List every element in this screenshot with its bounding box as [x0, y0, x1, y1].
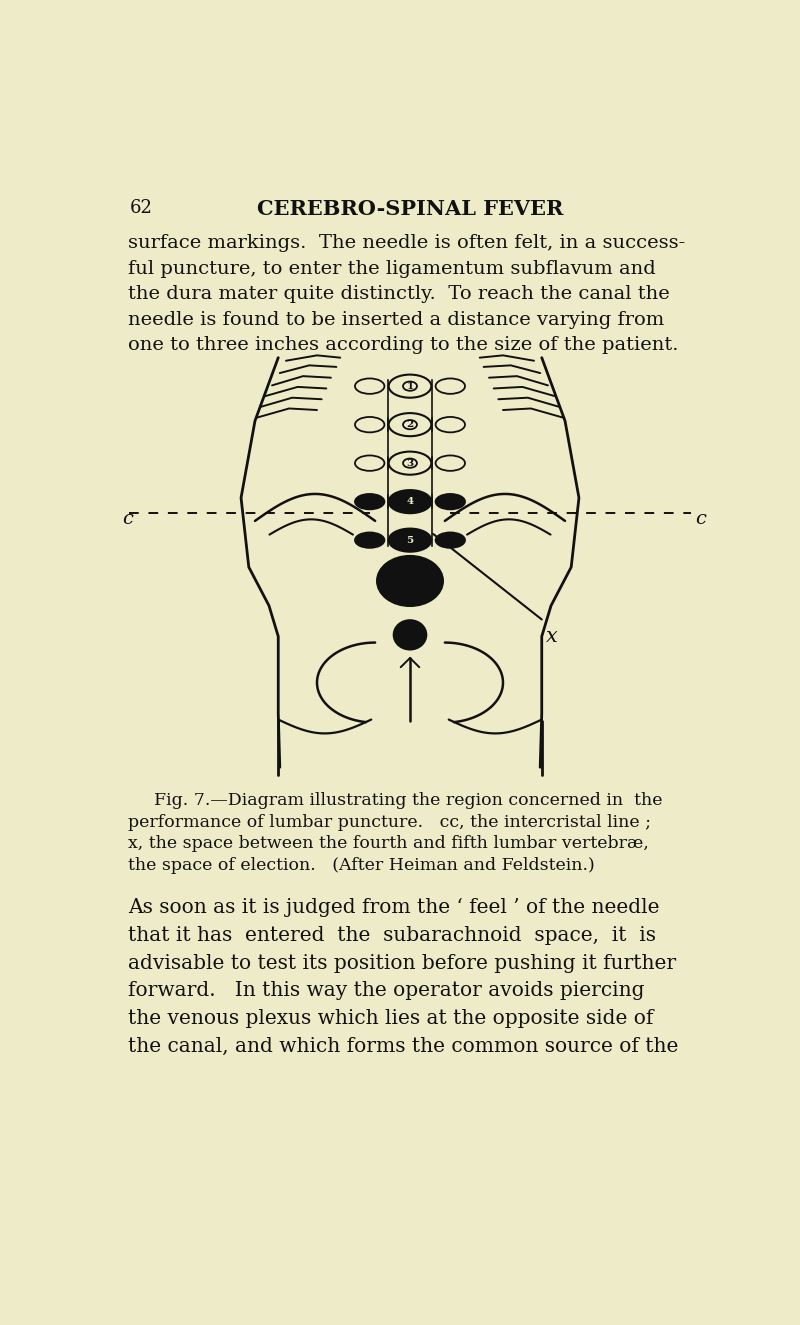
Ellipse shape [435, 379, 465, 394]
Text: one to three inches according to the size of the patient.: one to three inches according to the siz… [128, 337, 678, 354]
Ellipse shape [377, 556, 443, 606]
Text: advisable to test its position before pushing it further: advisable to test its position before pu… [128, 954, 676, 973]
Ellipse shape [355, 417, 385, 432]
Text: that it has  entered  the  subarachnoid  space,  it  is: that it has entered the subarachnoid spa… [128, 926, 656, 945]
Ellipse shape [389, 529, 431, 551]
Text: the canal, and which forms the common source of the: the canal, and which forms the common so… [128, 1036, 678, 1056]
Text: 1: 1 [406, 382, 414, 391]
Ellipse shape [389, 490, 431, 513]
Ellipse shape [389, 413, 431, 436]
Text: the venous plexus which lies at the opposite side of: the venous plexus which lies at the oppo… [128, 1010, 654, 1028]
Text: c: c [695, 510, 706, 529]
Text: As soon as it is judged from the ‘ feel ’ of the needle: As soon as it is judged from the ‘ feel … [128, 898, 659, 917]
Text: 2: 2 [406, 420, 414, 429]
Ellipse shape [435, 456, 465, 470]
Text: needle is found to be inserted a distance varying from: needle is found to be inserted a distanc… [128, 310, 664, 329]
Ellipse shape [403, 420, 417, 429]
Ellipse shape [435, 494, 465, 509]
Ellipse shape [355, 379, 385, 394]
Ellipse shape [355, 456, 385, 470]
Ellipse shape [403, 497, 417, 506]
Ellipse shape [435, 417, 465, 432]
Text: 62: 62 [130, 199, 152, 217]
Text: Fig. 7.—Diagram illustrating the region concerned in  the: Fig. 7.—Diagram illustrating the region … [154, 792, 662, 810]
Ellipse shape [403, 382, 417, 391]
Text: the space of election.   (After Heiman and Feldstein.): the space of election. (After Heiman and… [128, 857, 594, 873]
Ellipse shape [389, 375, 431, 398]
Ellipse shape [435, 533, 465, 547]
Ellipse shape [394, 620, 426, 649]
Text: the dura mater quite distinctly.  To reach the canal the: the dura mater quite distinctly. To reac… [128, 285, 670, 303]
Text: CEREBRO-SPINAL FEVER: CEREBRO-SPINAL FEVER [257, 199, 563, 219]
Ellipse shape [355, 533, 385, 547]
Text: x: x [546, 627, 558, 647]
Text: surface markings.  The needle is often felt, in a success-: surface markings. The needle is often fe… [128, 235, 685, 253]
Ellipse shape [389, 452, 431, 474]
Text: 3: 3 [406, 458, 414, 468]
Text: 4: 4 [406, 497, 414, 506]
Text: forward.   In this way the operator avoids piercing: forward. In this way the operator avoids… [128, 982, 645, 1000]
Ellipse shape [403, 535, 417, 545]
Text: ful puncture, to enter the ligamentum subflavum and: ful puncture, to enter the ligamentum su… [128, 260, 656, 278]
Text: performance of lumbar puncture.   cc, the intercristal line ;: performance of lumbar puncture. cc, the … [128, 814, 651, 831]
Ellipse shape [403, 458, 417, 468]
Text: x, the space between the fourth and fifth lumbar vertebræ,: x, the space between the fourth and fift… [128, 835, 649, 852]
Ellipse shape [355, 494, 385, 509]
Text: 5: 5 [406, 535, 414, 545]
Text: c: c [122, 510, 133, 529]
